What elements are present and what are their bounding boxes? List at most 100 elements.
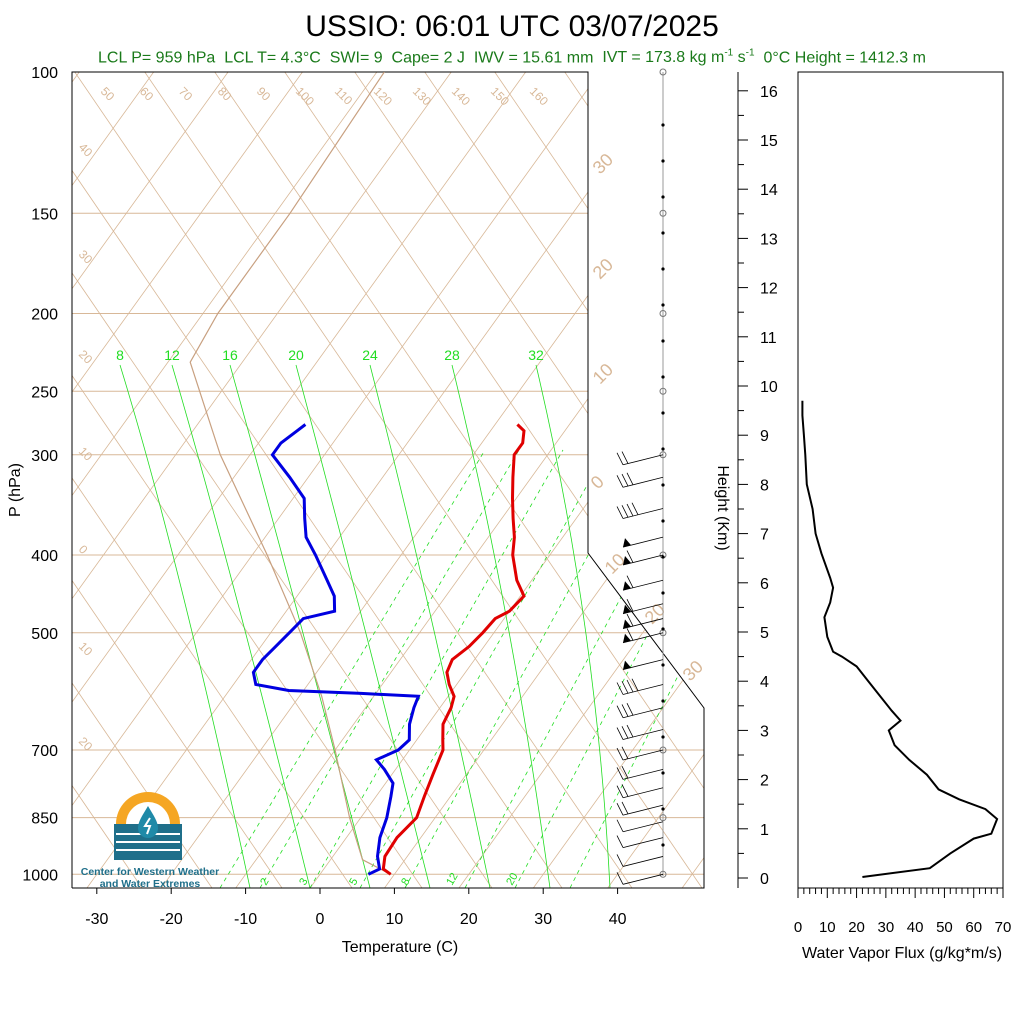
barb-flag bbox=[626, 503, 634, 517]
dry-adiabat bbox=[0, 68, 2, 888]
skewed-isotherm bbox=[158, 72, 704, 888]
level-dot bbox=[661, 807, 665, 811]
pressure-tick-label: 1000 bbox=[22, 867, 58, 884]
barb-pennant bbox=[623, 581, 631, 591]
adiabat-label: 0 bbox=[587, 472, 608, 493]
pressure-tick-label: 100 bbox=[31, 65, 58, 82]
barb-flag bbox=[616, 747, 624, 761]
dry-adiabat bbox=[72, 72, 213, 888]
moist-adiabat bbox=[369, 364, 491, 888]
cw3e-logo bbox=[114, 792, 182, 860]
ivt-exp2: -1 bbox=[745, 48, 755, 59]
moist-adiabat bbox=[171, 364, 311, 888]
barb-staff bbox=[622, 821, 664, 833]
lcl-temperature: LCL T= 4.3°C bbox=[224, 49, 321, 67]
logo-line1: Center for Western Weather bbox=[80, 866, 220, 878]
wind-barb bbox=[616, 502, 664, 519]
adiabat-label: 20 bbox=[641, 600, 669, 628]
height-tick-label: 9 bbox=[760, 428, 769, 445]
y-axis-label: P (hPa) bbox=[7, 463, 24, 517]
barb-flag bbox=[621, 801, 629, 815]
dry-adiabat bbox=[72, 72, 353, 888]
swi-value: SWI= 9 bbox=[329, 49, 383, 67]
level-dot bbox=[661, 339, 665, 343]
height-tick-label: 0 bbox=[760, 871, 769, 888]
ivt-exp1: -1 bbox=[724, 48, 734, 59]
ivt-mid: s bbox=[733, 49, 746, 67]
barb-pennant bbox=[623, 604, 631, 614]
skewed-isotherm bbox=[72, 72, 378, 888]
chart-subtitle: LCL P= 959 hPa LCL T= 4.3°C SWI= 9 Cape=… bbox=[0, 48, 1024, 67]
cape-value: Cape= 2 J bbox=[391, 49, 465, 67]
temperature-tick-label: 10 bbox=[386, 911, 404, 928]
skewed-isotherm bbox=[72, 72, 229, 888]
height-tick-label: 7 bbox=[760, 527, 769, 544]
flux-tick-label: 50 bbox=[936, 919, 953, 936]
flux-tick-label: 70 bbox=[995, 919, 1012, 936]
temperature-tick-label: 0 bbox=[316, 911, 325, 928]
level-marker bbox=[659, 310, 667, 318]
barb-flag bbox=[626, 575, 634, 588]
mixing-ratio-label: 3 bbox=[297, 876, 310, 887]
barb-flag bbox=[616, 872, 624, 885]
adiabat-label: 20 bbox=[589, 255, 617, 283]
isotherm-left-label: 10 bbox=[76, 444, 96, 464]
wind-barb bbox=[616, 819, 664, 833]
logo-text: Center for Western Weather and Water Ext… bbox=[72, 866, 228, 890]
level-dot bbox=[661, 447, 665, 451]
pressure-tick-label: 700 bbox=[31, 743, 58, 760]
wind-barb bbox=[616, 765, 664, 780]
logo-line2: and Water Extremes bbox=[99, 878, 201, 890]
dry-adiabat bbox=[631, 72, 704, 888]
adiabat-label: 10 bbox=[589, 360, 617, 388]
barb-staff bbox=[622, 856, 664, 867]
moist-adiabat bbox=[119, 364, 251, 888]
barb-flag bbox=[621, 746, 629, 759]
temperature-tick-label: 40 bbox=[609, 911, 627, 928]
barb-flag bbox=[616, 854, 624, 867]
flux-frame bbox=[797, 71, 1004, 889]
wind-barb bbox=[622, 659, 664, 670]
barb-flag bbox=[616, 506, 624, 519]
wind-barb bbox=[616, 872, 664, 885]
height-tick-label: 14 bbox=[760, 182, 778, 199]
isotherm-left-label: 20 bbox=[76, 734, 96, 754]
barb-flag bbox=[626, 703, 634, 716]
barb-flag bbox=[626, 724, 634, 738]
mixing-ratio-line bbox=[359, 449, 608, 888]
dry-adiabat bbox=[72, 72, 283, 888]
pressure-tick-label: 400 bbox=[31, 548, 58, 565]
isotherm-top-label: 130 bbox=[410, 84, 434, 108]
barb-flag bbox=[616, 705, 624, 718]
barb-staff bbox=[622, 837, 664, 848]
axis-labels: Temperature (C) P (hPa) Height (Km) Wate… bbox=[7, 463, 1002, 962]
height-tick-label: 16 bbox=[760, 84, 778, 101]
barb-staff bbox=[622, 454, 664, 466]
isotherm-top-label: 110 bbox=[332, 84, 356, 108]
barb-flag bbox=[616, 802, 624, 816]
flux-tick-label: 10 bbox=[819, 919, 836, 936]
wind-barb bbox=[616, 784, 664, 799]
grid-labels: 50 60 70 80 90 100 110 120 130 140 150 160403020100… bbox=[76, 84, 707, 887]
lcl-pressure: LCL P= 959 hPa bbox=[98, 49, 216, 67]
moist-adiabat bbox=[451, 364, 551, 888]
isotherm-top-label: 160 bbox=[527, 84, 551, 108]
level-marker bbox=[659, 209, 667, 217]
skewed-isotherm bbox=[72, 72, 452, 888]
flux-axis-label: Water Vapor Flux (g/kg*m/s) bbox=[802, 945, 1002, 962]
pressure-tick-label: 500 bbox=[31, 626, 58, 643]
wind-barb bbox=[622, 550, 664, 566]
mixing-ratio-line bbox=[514, 449, 704, 888]
skewed-isotherm bbox=[456, 72, 704, 888]
level-marker bbox=[659, 387, 667, 395]
level-dot bbox=[661, 483, 665, 487]
level-marker bbox=[659, 814, 667, 822]
iwv-value: IWV = 15.61 mm bbox=[473, 49, 594, 67]
barb-flag bbox=[631, 502, 639, 515]
level-dot bbox=[661, 195, 665, 199]
pressure-tick-label: 300 bbox=[31, 448, 58, 465]
skewed-isotherm bbox=[233, 72, 704, 888]
dry-adiabat bbox=[561, 72, 704, 888]
height-tick-label: 8 bbox=[760, 477, 769, 494]
temperature-tick-label: -30 bbox=[85, 911, 108, 928]
